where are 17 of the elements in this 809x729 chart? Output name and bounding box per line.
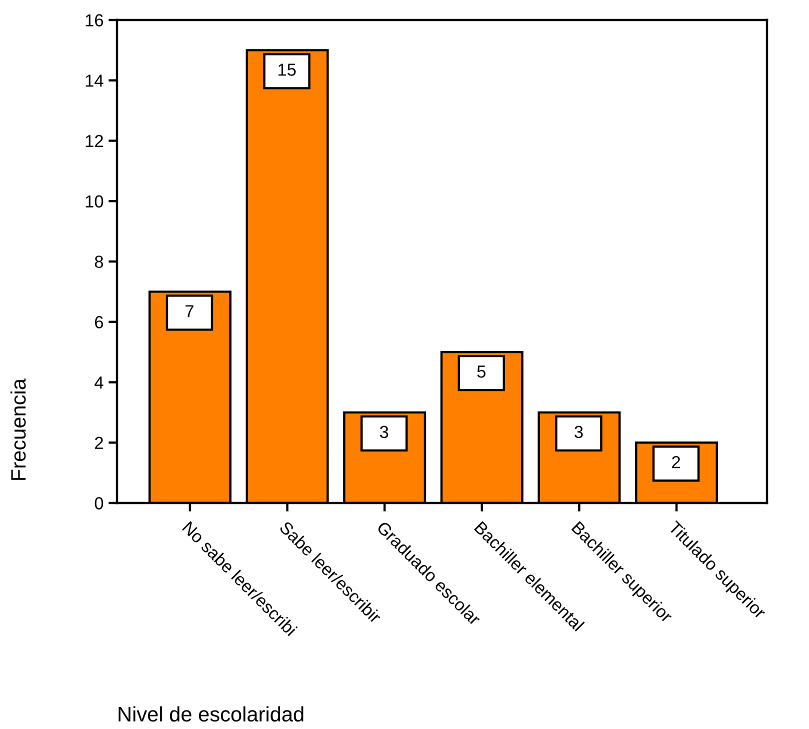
y-tick-label: 6 xyxy=(95,316,104,328)
data-label: 3 xyxy=(380,426,388,438)
y-tick-label: 2 xyxy=(95,436,103,449)
x-axis-title: Nivel de escolaridad xyxy=(118,706,304,722)
y-tick-label: 8 xyxy=(94,256,104,268)
y-tick-label: 0 xyxy=(94,497,104,510)
data-label: 15 xyxy=(278,64,296,76)
y-tick-label: 10 xyxy=(86,195,104,208)
data-label: 7 xyxy=(186,305,194,318)
y-axis-title: Frecuencia xyxy=(10,378,26,480)
data-label: 3 xyxy=(574,426,583,438)
y-tick-label: 14 xyxy=(86,74,104,87)
y-tick-label: 16 xyxy=(86,14,104,26)
y-tick-label: 4 xyxy=(94,376,104,389)
data-label: 2 xyxy=(672,456,680,468)
y-tick-label: 12 xyxy=(86,134,103,148)
data-label: 5 xyxy=(477,366,486,378)
